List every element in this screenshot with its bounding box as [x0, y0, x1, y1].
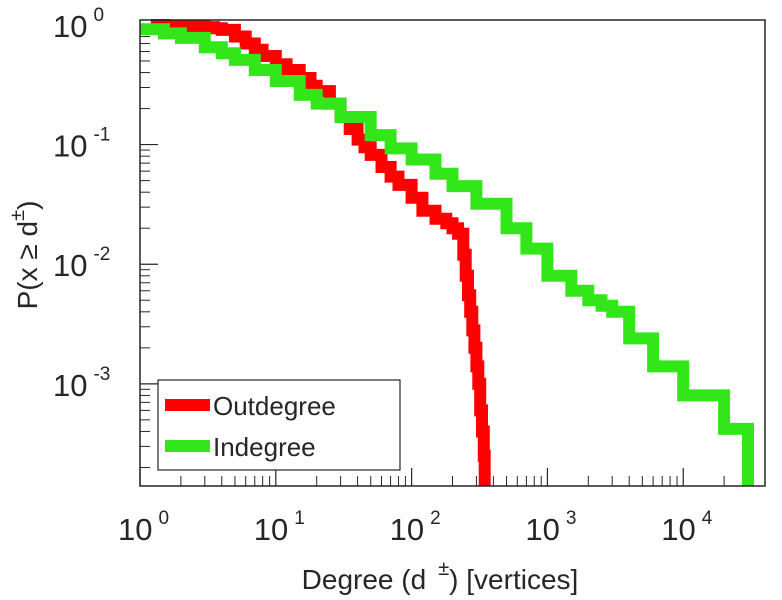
series-indegree-line	[140, 23, 754, 486]
axes-box	[139, 19, 766, 487]
y-tick-label: 10 -2	[53, 244, 110, 283]
x-tick-labels: 10 0 10 1 10 2 10 3 10 4	[118, 508, 713, 547]
x-tick-label: 10 2	[390, 508, 441, 547]
y-tick-label: 10 -3	[53, 364, 110, 403]
x-tick-label: 10 4	[661, 508, 712, 547]
legend-label-outdegree: Outdegree	[213, 391, 336, 421]
y-tick-label: 10 -1	[53, 125, 110, 164]
y-tick-label: 10 0	[53, 5, 104, 44]
y-axis-label: P(x ≥ d±)	[7, 201, 43, 310]
x-tick-label: 10 3	[525, 508, 576, 547]
legend-box	[157, 379, 401, 471]
minor-ticks	[140, 29, 766, 486]
series-layer	[140, 19, 754, 486]
legend: Outdegree Indegree	[157, 379, 401, 471]
legend-label-indegree: Indegree	[213, 432, 316, 462]
series-outdegree-line	[150, 19, 491, 486]
x-tick-label: 10 1	[254, 508, 305, 547]
x-tick-label: 10 0	[118, 508, 169, 547]
x-axis-label: Degree (d ±) [vertices]	[302, 558, 579, 595]
